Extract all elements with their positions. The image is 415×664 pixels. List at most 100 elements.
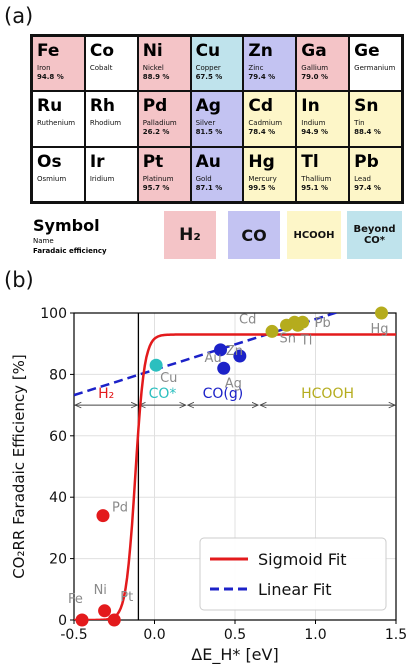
element-name: Thallium bbox=[301, 174, 332, 183]
x-tick-label: -0.5 bbox=[60, 627, 87, 643]
element-fe-value: 97.4 % bbox=[354, 183, 381, 192]
element-symbol: Ru bbox=[37, 96, 63, 117]
y-tick-label: 60 bbox=[49, 429, 67, 445]
point-pt bbox=[107, 613, 121, 627]
element-cell-pb: Pb Lead 97.4 % bbox=[349, 146, 402, 202]
region-label: HCOOH bbox=[301, 386, 354, 402]
element-fe-value: 67.5 % bbox=[195, 73, 223, 81]
element-cell-ag: Ag Silver 81.5 % bbox=[190, 91, 244, 147]
element-cell-cu: Cu Copper 67.5 % bbox=[190, 36, 244, 92]
element-fe-value: 95.1 % bbox=[301, 183, 329, 192]
point-label-cd: Cd bbox=[239, 312, 256, 327]
region-label: H₂ bbox=[98, 386, 114, 402]
periodic-table: Fe Iron 94.8 % Co Cobalt Ni Nickel 88.9 % Cu Copp… bbox=[30, 34, 404, 204]
element-symbol: Pb bbox=[354, 151, 379, 172]
element-symbol: Os bbox=[37, 151, 62, 172]
element-fe-value: 94.9 % bbox=[301, 128, 329, 137]
y-axis-title: CO₂RR Faradaic Efficiency [%] bbox=[10, 354, 28, 579]
element-name: Rhodium bbox=[89, 119, 122, 128]
point-cu bbox=[149, 358, 163, 372]
table-legend-key: Symbol Name Faradaic efficiency bbox=[33, 216, 107, 255]
category-box-beyond-co: Beyond CO* bbox=[347, 211, 402, 259]
category-box-co: CO bbox=[228, 211, 280, 259]
element-symbol: Zn bbox=[248, 41, 273, 61]
element-cell-ir: Ir Iridium bbox=[84, 146, 138, 202]
element-fe-value: 81.5 % bbox=[195, 128, 223, 137]
region-label: CO(g) bbox=[203, 386, 244, 402]
region-label: CO* bbox=[149, 386, 177, 402]
element-symbol: Sn bbox=[354, 96, 379, 117]
element-name: Nickel bbox=[142, 64, 164, 72]
element-cell-ni: Ni Nickel 88.9 % bbox=[137, 36, 191, 92]
category-box-h2: H₂ bbox=[164, 211, 216, 259]
element-fe-value: 95.7 % bbox=[142, 183, 170, 192]
point-zn bbox=[233, 349, 247, 363]
element-fe-value: 79.4 % bbox=[248, 73, 276, 81]
point-au bbox=[214, 343, 228, 357]
legend-fe-text: Faradaic efficiency bbox=[33, 247, 107, 255]
linear-fit-line bbox=[74, 313, 340, 397]
element-name: Osmium bbox=[37, 174, 67, 183]
element-cell-os: Os Osmium bbox=[32, 146, 85, 202]
element-symbol: Pt bbox=[142, 151, 164, 172]
category-box-hcooh: HCOOH bbox=[287, 211, 341, 259]
point-fe bbox=[75, 613, 89, 627]
element-name: Iridium bbox=[89, 174, 115, 183]
element-symbol: Cu bbox=[195, 41, 221, 61]
point-label-pt: Pt bbox=[120, 590, 133, 605]
element-cell-tl: Tl Thallium 95.1 % bbox=[296, 146, 350, 202]
element-name: Platinum bbox=[142, 174, 174, 183]
element-symbol: Pd bbox=[142, 96, 168, 117]
element-name: Lead bbox=[354, 174, 371, 183]
x-tick-label: 1.5 bbox=[385, 627, 407, 643]
element-cell-pd: Pd Palladium 26.2 % bbox=[137, 91, 191, 147]
element-name: Gallium bbox=[301, 64, 329, 72]
fe-vs-dEH-chart: H₂ CO* CO(g) HCOOH -0.5 0.0 0.5 1.0 1.5 0 20 40 60 80… bbox=[10, 306, 407, 664]
element-symbol: Au bbox=[195, 151, 221, 172]
y-tick-label: 100 bbox=[40, 306, 67, 322]
element-fe-value: 79.0 % bbox=[301, 73, 329, 81]
point-ag bbox=[217, 361, 231, 375]
point-label-tl: Tl bbox=[300, 333, 313, 348]
point-ni bbox=[98, 604, 112, 618]
element-symbol: Ni bbox=[142, 41, 163, 61]
x-tick-label: 0.5 bbox=[224, 627, 246, 643]
element-cell-ga: Ga Gallium 79.0 % bbox=[296, 36, 350, 92]
point-label-ag: Ag bbox=[225, 376, 242, 391]
y-tick-label: 20 bbox=[49, 552, 67, 568]
element-symbol: Hg bbox=[248, 151, 275, 172]
panel-a-label: (a) bbox=[4, 4, 34, 28]
element-cell-pt: Pt Platinum 95.7 % bbox=[137, 146, 191, 202]
point-label-fe: Fe bbox=[68, 592, 83, 607]
y-tick-label: 40 bbox=[49, 490, 67, 506]
element-symbol: Tl bbox=[301, 151, 319, 172]
element-name: Cobalt bbox=[89, 64, 113, 72]
y-tick-label: 0 bbox=[58, 613, 67, 629]
element-cell-ru: Ru Ruthenium bbox=[32, 91, 85, 147]
x-tick-label: 1.0 bbox=[304, 627, 326, 643]
point-label-zn: Zn bbox=[226, 344, 243, 359]
point-label-ni: Ni bbox=[94, 583, 107, 598]
element-symbol: Ga bbox=[301, 41, 327, 61]
element-cell-ge: Ge Germanium bbox=[349, 36, 402, 92]
point-hg bbox=[375, 306, 389, 320]
element-cell-sn: Sn Tin 88.4 % bbox=[349, 91, 402, 147]
y-tick-label: 80 bbox=[49, 367, 67, 383]
sigmoid-fit-curve bbox=[74, 333, 396, 620]
element-fe-value: 88.9 % bbox=[142, 73, 170, 81]
point-pb bbox=[296, 315, 310, 329]
element-cell-co: Co Cobalt bbox=[84, 36, 138, 92]
element-cell-zn: Zn Zinc 79.4 % bbox=[243, 36, 297, 92]
element-name: Copper bbox=[195, 64, 221, 72]
element-name: Indium bbox=[301, 119, 326, 128]
element-cell-fe: Fe Iron 94.8 % bbox=[32, 36, 85, 92]
point-cd bbox=[265, 324, 279, 338]
legend-name-text: Name bbox=[33, 237, 54, 245]
element-fe-value: 88.4 % bbox=[354, 128, 381, 137]
point-label-cu: Cu bbox=[160, 371, 177, 386]
element-symbol: Co bbox=[89, 41, 114, 61]
element-fe-value: 87.1 % bbox=[195, 183, 223, 192]
element-symbol: In bbox=[301, 96, 320, 117]
element-name: Zinc bbox=[248, 64, 264, 72]
element-symbol: Ag bbox=[195, 96, 221, 117]
